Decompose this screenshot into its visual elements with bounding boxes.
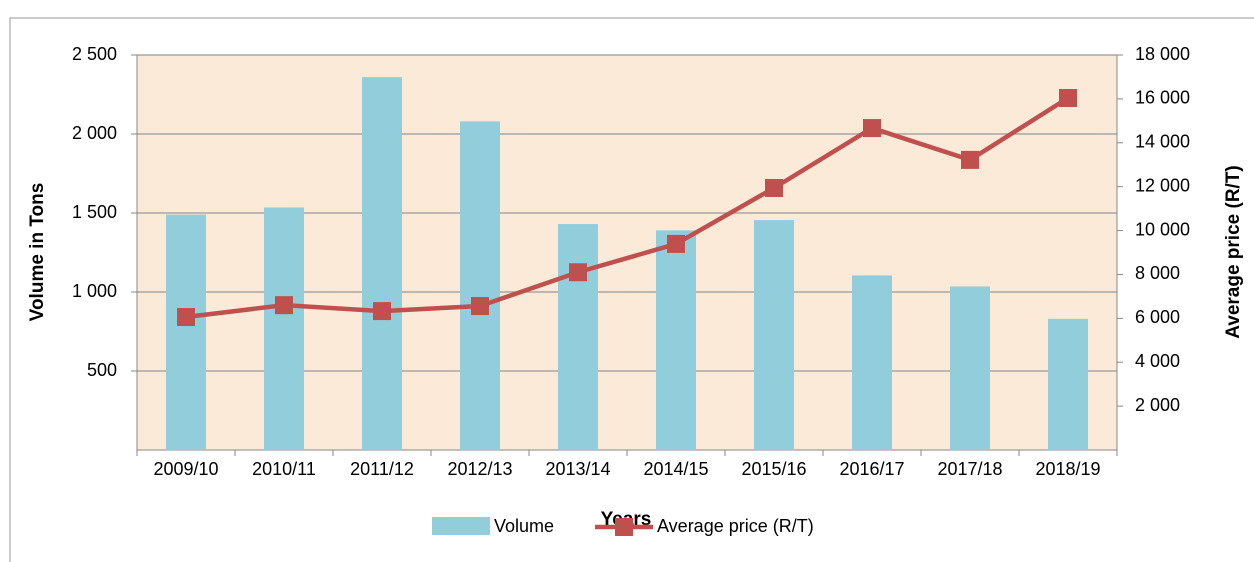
x-tick-label: 2017/18: [937, 459, 1002, 479]
y-tick-label: 1 500: [72, 202, 117, 222]
legend-label: Average price (R/T): [657, 516, 814, 536]
x-tick-label: 2012/13: [447, 459, 512, 479]
marker: [765, 178, 783, 197]
bar: [950, 286, 990, 450]
y-tick-label: 2 000: [72, 123, 117, 143]
x-tick-label: 2014/15: [643, 459, 708, 479]
y2-tick-label: 4 000: [1135, 351, 1180, 371]
y2-axis-label: Average price (R/T): [1223, 165, 1244, 339]
marker: [471, 297, 489, 316]
marker: [569, 263, 587, 282]
y2-tick-label: 14 000: [1135, 132, 1190, 152]
bar: [264, 207, 304, 450]
x-tick-label: 2018/19: [1035, 459, 1100, 479]
y2-tick-label: 12 000: [1135, 175, 1190, 195]
legend-swatch: [432, 517, 490, 535]
marker: [667, 234, 685, 253]
marker: [863, 119, 881, 138]
bar: [362, 77, 402, 451]
y2-tick-label: 2 000: [1135, 395, 1180, 415]
marker: [961, 150, 979, 169]
x-tick-label: 2015/16: [741, 459, 806, 479]
y-tick-label: 1 000: [72, 281, 117, 301]
legend-label: Volume: [494, 516, 554, 536]
bar: [558, 224, 598, 450]
y2-tick-label: 6 000: [1135, 307, 1180, 327]
y2-tick-label: 10 000: [1135, 219, 1190, 239]
y2-tick-label: 16 000: [1135, 88, 1190, 108]
y-tick-label: 500: [87, 360, 117, 380]
x-tick-label: 2010/11: [252, 459, 316, 479]
bar: [1048, 318, 1088, 450]
x-tick-label: 2011/12: [350, 459, 414, 479]
bar: [656, 230, 696, 450]
marker: [1059, 89, 1077, 108]
legend-swatch: [615, 518, 633, 536]
marker: [275, 296, 293, 315]
x-tick-label: 2013/14: [545, 459, 610, 479]
y2-tick-label: 18 000: [1135, 44, 1190, 64]
x-tick-label: 2016/17: [839, 459, 904, 479]
y-axis-label: Volume in Tons: [27, 183, 48, 322]
y-tick-label: 2 500: [72, 44, 117, 64]
marker: [373, 302, 391, 321]
bar: [852, 275, 892, 450]
x-tick-label: 2009/10: [153, 459, 218, 479]
marker: [177, 308, 195, 327]
bar: [166, 214, 206, 450]
bar: [460, 121, 500, 451]
line: [185, 96, 1070, 320]
bar: [754, 220, 794, 450]
y2-tick-label: 8 000: [1135, 263, 1180, 283]
